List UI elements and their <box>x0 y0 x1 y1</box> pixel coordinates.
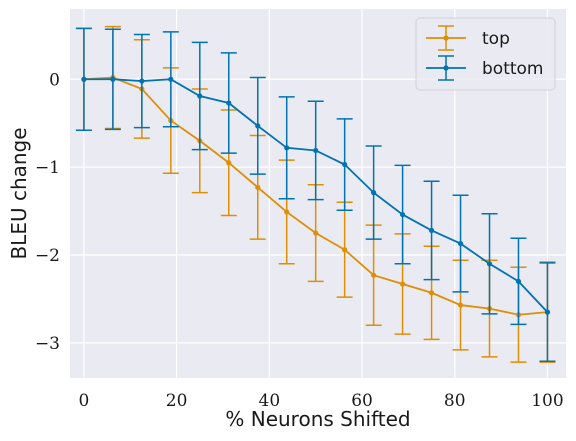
y-tick-label: −1 <box>35 158 60 178</box>
data-point <box>284 209 290 215</box>
data-point <box>371 272 377 278</box>
data-point <box>313 230 319 236</box>
data-point <box>457 302 464 308</box>
data-point <box>313 147 319 154</box>
data-point <box>226 100 232 106</box>
x-tick-label: 60 <box>351 391 373 411</box>
legend-box <box>415 17 556 91</box>
data-point <box>486 261 493 267</box>
x-tick-label: 20 <box>166 391 188 411</box>
data-point <box>168 76 174 82</box>
data-point <box>226 160 232 166</box>
data-point <box>342 161 348 168</box>
data-point <box>284 145 290 151</box>
data-point <box>110 76 116 82</box>
series-layer <box>75 25 556 363</box>
legend-marker-bottom <box>443 65 449 71</box>
data-point <box>399 211 406 218</box>
y-tick-label: 0 <box>49 70 60 90</box>
data-point <box>428 227 435 233</box>
data-point <box>515 278 522 284</box>
legend-label-bottom: bottom <box>482 59 543 79</box>
legend-label-top: top <box>482 29 510 49</box>
data-point <box>399 281 406 287</box>
legend: top bottom <box>415 17 556 91</box>
y-tick-label: −2 <box>35 246 60 266</box>
data-point <box>197 93 203 99</box>
y-axis-label: BLEU change <box>7 127 31 259</box>
x-tick-label: 0 <box>78 391 89 411</box>
data-point <box>255 184 261 190</box>
y-tick-label: −3 <box>35 334 60 354</box>
data-point <box>457 240 464 247</box>
data-point <box>544 309 551 315</box>
data-point <box>371 190 377 196</box>
legend-marker-top <box>443 35 449 41</box>
x-tick-label: 40 <box>259 391 281 411</box>
x-axis-label: % Neurons Shifted <box>225 407 410 431</box>
series-bottom <box>75 27 556 363</box>
data-point <box>81 76 87 82</box>
x-tick-label: 80 <box>444 391 466 411</box>
data-point <box>139 78 145 84</box>
tick-labels: 0 20 40 60 80 100 0 −1 −2 −3 <box>35 70 564 411</box>
data-point <box>342 247 348 253</box>
data-point <box>255 123 261 129</box>
x-tick-label: 100 <box>531 391 563 411</box>
data-point <box>428 290 435 296</box>
